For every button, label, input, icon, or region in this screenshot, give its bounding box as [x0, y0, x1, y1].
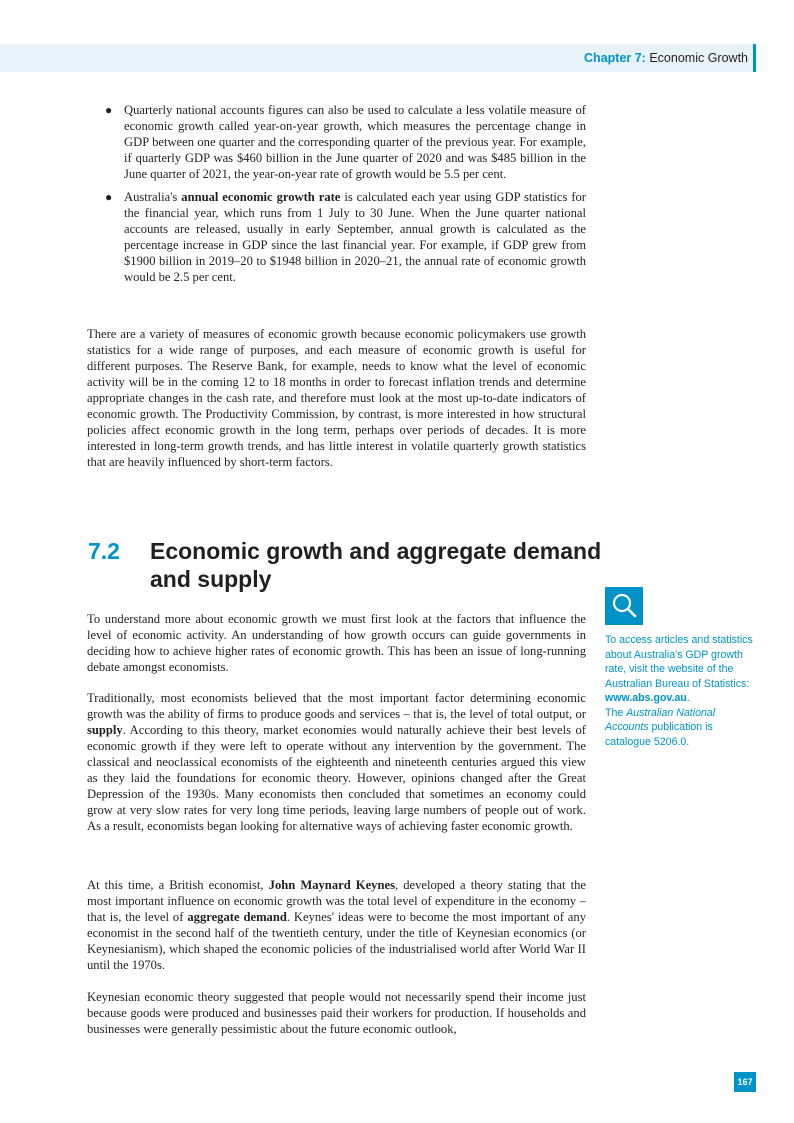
bullet-icon: ● [105, 103, 113, 117]
bullet-text-before: Australia's [124, 190, 182, 204]
bullet-item-year-on-year: ● Quarterly national accounts figures can… [102, 102, 586, 182]
sidebar-intro: To access articles and statistics about … [605, 634, 753, 690]
pub-prefix: The [605, 706, 627, 719]
paragraph-keynes: At this time, a British economist, John … [87, 877, 586, 973]
page-number: 167 [734, 1072, 756, 1092]
bullet-item-annual-growth: ● Australia's annual economic growth rate… [102, 189, 586, 285]
key-name-keynes: John Maynard Keynes [268, 878, 395, 892]
text-before: At this time, a British economist, [87, 878, 269, 892]
section-title: Economic growth and aggregate demand and… [150, 538, 602, 592]
bullet-text-after: is calculated each year using GDP statis… [124, 190, 587, 284]
running-header-band [0, 44, 757, 72]
key-term-supply: supply [87, 723, 123, 737]
text-after: . Keynes' ideas were to become the most … [87, 910, 586, 972]
running-header: Chapter 7: Economic Growth [584, 50, 748, 66]
chapter-label: Chapter 7: [584, 51, 646, 65]
text-before: Traditionally, most economists believed … [87, 691, 586, 721]
paragraph-traditional: Traditionally, most economists believed … [87, 690, 586, 834]
sidebar-note: To access articles and statistics about … [605, 633, 757, 749]
paragraph-keynesian: Keynesian economic theory suggested that… [87, 990, 586, 1036]
text-after: . According to this theory, market econo… [87, 723, 586, 833]
section-number: 7.2 [88, 538, 120, 564]
paragraph-intro: To understand more about economic growth… [87, 612, 586, 674]
bullet-icon: ● [105, 190, 113, 204]
magnifier-icon [605, 587, 643, 625]
publication-title: Australian National Accounts [605, 706, 716, 734]
chapter-title: Economic Growth [649, 51, 748, 65]
key-term: annual economic growth rate [181, 190, 341, 204]
abs-website-link[interactable]: www.abs.gov.au [605, 692, 687, 704]
paragraph-measures: There are a variety of measures of econo… [87, 327, 586, 469]
text-middle: , developed a theory stating that the mo… [87, 878, 586, 924]
key-term-aggregate-demand: aggregate demand [187, 910, 287, 924]
header-accent-rule [753, 44, 756, 72]
pub-suffix: publication is catalogue 5206.0. [605, 721, 713, 748]
url-suffix: . [686, 692, 690, 704]
bullet-text: Quarterly national accounts figures can … [124, 103, 586, 181]
bullet-list: ● Quarterly national accounts figures can… [102, 102, 586, 292]
